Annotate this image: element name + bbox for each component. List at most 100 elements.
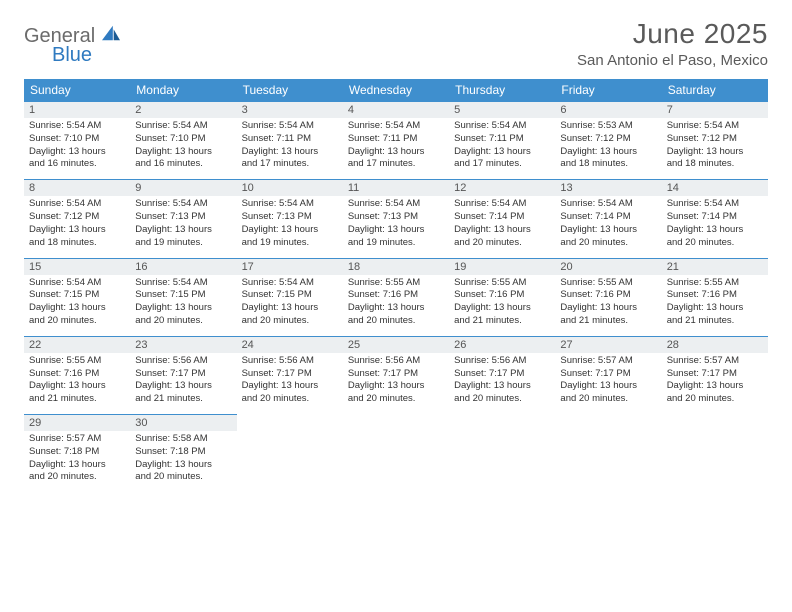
day-number: 27 xyxy=(555,337,661,353)
daylight-text-1: Daylight: 13 hours xyxy=(135,459,231,472)
day-content: Sunrise: 5:54 AMSunset: 7:14 PMDaylight:… xyxy=(449,196,555,257)
calendar-cell: 21Sunrise: 5:55 AMSunset: 7:16 PMDayligh… xyxy=(662,258,768,336)
daylight-text-2: and 21 minutes. xyxy=(667,315,763,328)
daylight-text-2: and 20 minutes. xyxy=(242,315,338,328)
calendar-cell: 6Sunrise: 5:53 AMSunset: 7:12 PMDaylight… xyxy=(555,102,661,180)
weekday-heading: Wednesday xyxy=(343,79,449,102)
daylight-text-2: and 20 minutes. xyxy=(560,237,656,250)
sunset-text: Sunset: 7:14 PM xyxy=(667,211,763,224)
sunset-text: Sunset: 7:13 PM xyxy=(242,211,338,224)
day-number: 7 xyxy=(662,102,768,118)
calendar-cell: 30Sunrise: 5:58 AMSunset: 7:18 PMDayligh… xyxy=(130,415,236,493)
day-content: Sunrise: 5:54 AMSunset: 7:14 PMDaylight:… xyxy=(662,196,768,257)
daylight-text-1: Daylight: 13 hours xyxy=(560,380,656,393)
daylight-text-2: and 16 minutes. xyxy=(135,158,231,171)
day-content: Sunrise: 5:54 AMSunset: 7:15 PMDaylight:… xyxy=(24,275,130,336)
calendar-cell: 2Sunrise: 5:54 AMSunset: 7:10 PMDaylight… xyxy=(130,102,236,180)
sunrise-text: Sunrise: 5:54 AM xyxy=(242,277,338,290)
sunrise-text: Sunrise: 5:55 AM xyxy=(348,277,444,290)
daylight-text-2: and 18 minutes. xyxy=(667,158,763,171)
calendar-row: 15Sunrise: 5:54 AMSunset: 7:15 PMDayligh… xyxy=(24,258,768,336)
day-content: Sunrise: 5:55 AMSunset: 7:16 PMDaylight:… xyxy=(343,275,449,336)
day-number: 18 xyxy=(343,259,449,275)
daylight-text-1: Daylight: 13 hours xyxy=(29,224,125,237)
logo: General Blue xyxy=(24,18,122,65)
daylight-text-2: and 19 minutes. xyxy=(135,237,231,250)
sunset-text: Sunset: 7:16 PM xyxy=(348,289,444,302)
logo-sail-icon xyxy=(100,24,122,42)
sunset-text: Sunset: 7:16 PM xyxy=(560,289,656,302)
sunset-text: Sunset: 7:14 PM xyxy=(560,211,656,224)
day-number: 17 xyxy=(237,259,343,275)
calendar-cell xyxy=(343,415,449,493)
day-number: 13 xyxy=(555,180,661,196)
sunrise-text: Sunrise: 5:55 AM xyxy=(454,277,550,290)
calendar-row: 29Sunrise: 5:57 AMSunset: 7:18 PMDayligh… xyxy=(24,415,768,493)
daylight-text-1: Daylight: 13 hours xyxy=(348,224,444,237)
daylight-text-2: and 20 minutes. xyxy=(560,393,656,406)
day-number: 23 xyxy=(130,337,236,353)
day-number: 22 xyxy=(24,337,130,353)
day-number: 14 xyxy=(662,180,768,196)
calendar-cell: 13Sunrise: 5:54 AMSunset: 7:14 PMDayligh… xyxy=(555,180,661,258)
day-number: 30 xyxy=(130,415,236,431)
sunset-text: Sunset: 7:15 PM xyxy=(29,289,125,302)
daylight-text-1: Daylight: 13 hours xyxy=(454,146,550,159)
daylight-text-1: Daylight: 13 hours xyxy=(667,146,763,159)
daylight-text-2: and 21 minutes. xyxy=(29,393,125,406)
logo-text-block: General Blue xyxy=(24,24,122,65)
sunset-text: Sunset: 7:15 PM xyxy=(135,289,231,302)
day-content: Sunrise: 5:56 AMSunset: 7:17 PMDaylight:… xyxy=(449,353,555,414)
calendar-cell: 15Sunrise: 5:54 AMSunset: 7:15 PMDayligh… xyxy=(24,258,130,336)
daylight-text-1: Daylight: 13 hours xyxy=(135,224,231,237)
calendar-cell: 22Sunrise: 5:55 AMSunset: 7:16 PMDayligh… xyxy=(24,336,130,414)
daylight-text-2: and 21 minutes. xyxy=(560,315,656,328)
calendar-cell: 17Sunrise: 5:54 AMSunset: 7:15 PMDayligh… xyxy=(237,258,343,336)
day-number: 1 xyxy=(24,102,130,118)
weekday-heading: Tuesday xyxy=(237,79,343,102)
daylight-text-2: and 20 minutes. xyxy=(454,237,550,250)
day-content: Sunrise: 5:55 AMSunset: 7:16 PMDaylight:… xyxy=(555,275,661,336)
sunrise-text: Sunrise: 5:58 AM xyxy=(135,433,231,446)
sunset-text: Sunset: 7:18 PM xyxy=(29,446,125,459)
daylight-text-1: Daylight: 13 hours xyxy=(560,224,656,237)
sunrise-text: Sunrise: 5:56 AM xyxy=(135,355,231,368)
sunset-text: Sunset: 7:12 PM xyxy=(667,133,763,146)
location-label: San Antonio el Paso, Mexico xyxy=(577,52,768,69)
daylight-text-2: and 16 minutes. xyxy=(29,158,125,171)
calendar-cell: 23Sunrise: 5:56 AMSunset: 7:17 PMDayligh… xyxy=(130,336,236,414)
daylight-text-1: Daylight: 13 hours xyxy=(135,302,231,315)
day-content: Sunrise: 5:54 AMSunset: 7:13 PMDaylight:… xyxy=(343,196,449,257)
calendar-cell: 20Sunrise: 5:55 AMSunset: 7:16 PMDayligh… xyxy=(555,258,661,336)
day-number: 15 xyxy=(24,259,130,275)
day-content: Sunrise: 5:54 AMSunset: 7:10 PMDaylight:… xyxy=(130,118,236,179)
sunset-text: Sunset: 7:11 PM xyxy=(242,133,338,146)
sunrise-text: Sunrise: 5:54 AM xyxy=(29,198,125,211)
daylight-text-1: Daylight: 13 hours xyxy=(242,302,338,315)
day-content: Sunrise: 5:55 AMSunset: 7:16 PMDaylight:… xyxy=(662,275,768,336)
sunrise-text: Sunrise: 5:55 AM xyxy=(667,277,763,290)
daylight-text-1: Daylight: 13 hours xyxy=(29,146,125,159)
calendar-weekday-header: Sunday Monday Tuesday Wednesday Thursday… xyxy=(24,79,768,102)
sunset-text: Sunset: 7:12 PM xyxy=(560,133,656,146)
daylight-text-1: Daylight: 13 hours xyxy=(667,302,763,315)
day-content: Sunrise: 5:54 AMSunset: 7:15 PMDaylight:… xyxy=(237,275,343,336)
calendar-cell: 12Sunrise: 5:54 AMSunset: 7:14 PMDayligh… xyxy=(449,180,555,258)
calendar-cell xyxy=(662,415,768,493)
sunrise-text: Sunrise: 5:54 AM xyxy=(667,120,763,133)
calendar-cell: 27Sunrise: 5:57 AMSunset: 7:17 PMDayligh… xyxy=(555,336,661,414)
daylight-text-1: Daylight: 13 hours xyxy=(348,302,444,315)
daylight-text-2: and 20 minutes. xyxy=(242,393,338,406)
calendar-cell: 3Sunrise: 5:54 AMSunset: 7:11 PMDaylight… xyxy=(237,102,343,180)
month-title: June 2025 xyxy=(577,18,768,50)
daylight-text-2: and 17 minutes. xyxy=(242,158,338,171)
day-number: 20 xyxy=(555,259,661,275)
sunrise-text: Sunrise: 5:55 AM xyxy=(29,355,125,368)
daylight-text-2: and 20 minutes. xyxy=(135,471,231,484)
sunrise-text: Sunrise: 5:53 AM xyxy=(560,120,656,133)
day-number: 26 xyxy=(449,337,555,353)
daylight-text-1: Daylight: 13 hours xyxy=(348,380,444,393)
day-number: 6 xyxy=(555,102,661,118)
sunset-text: Sunset: 7:16 PM xyxy=(667,289,763,302)
daylight-text-1: Daylight: 13 hours xyxy=(29,380,125,393)
